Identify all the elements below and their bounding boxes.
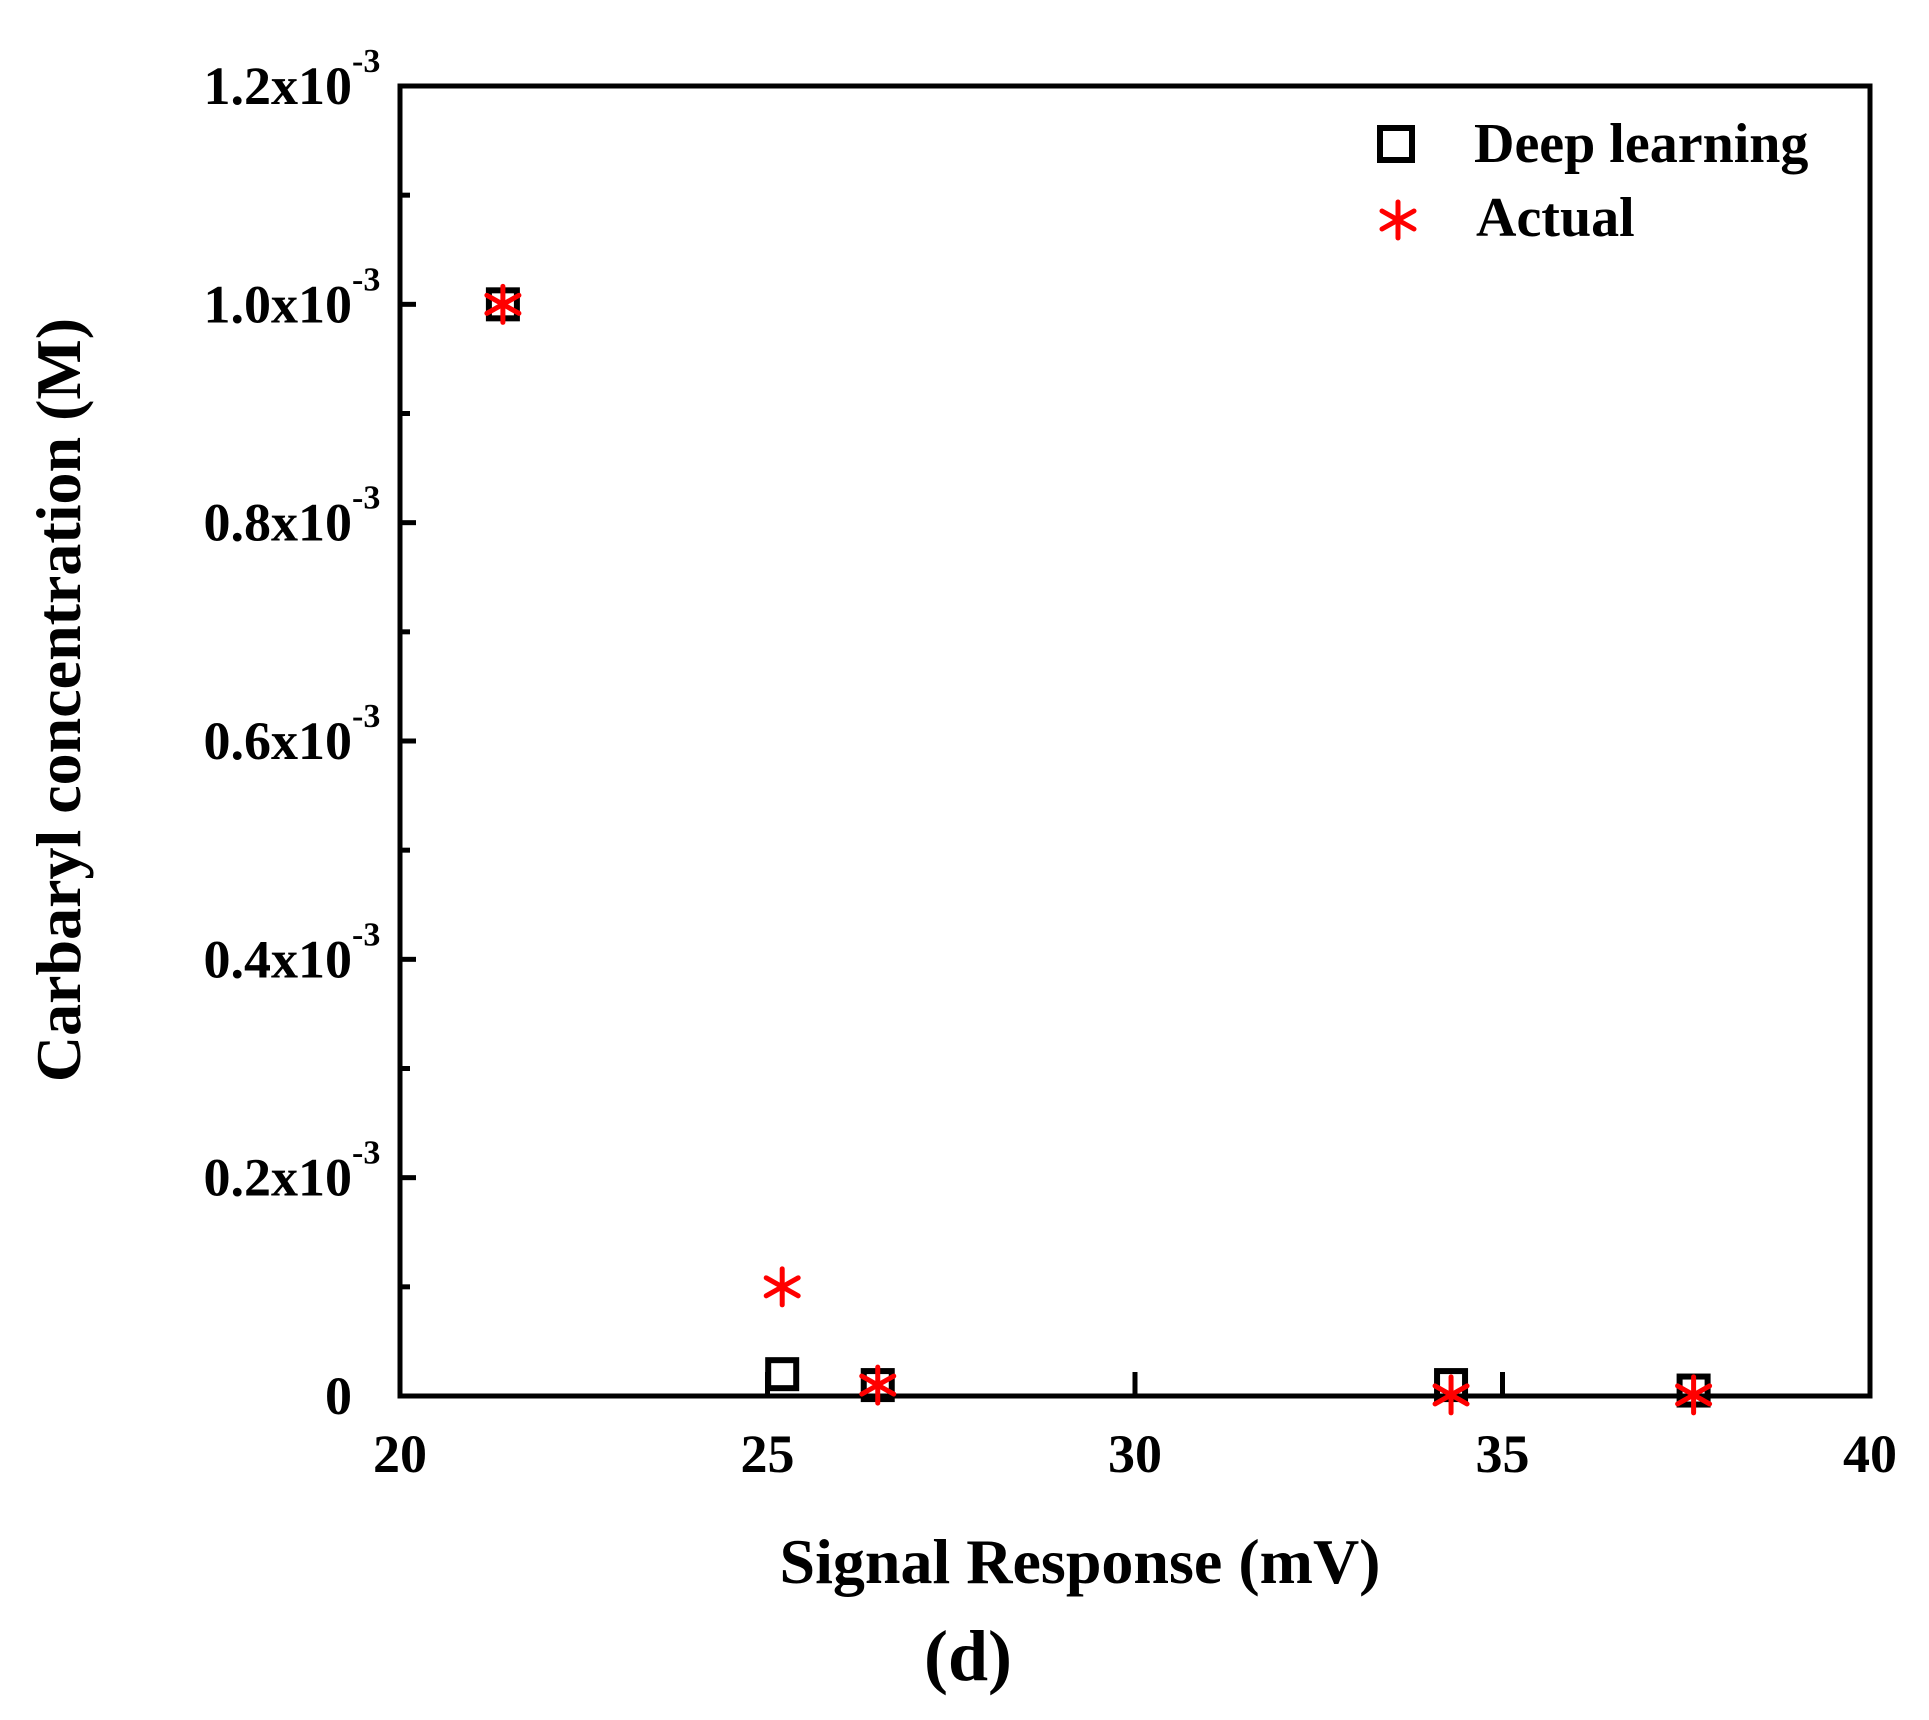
y-tick-label: 0.8x10 xyxy=(204,493,353,553)
legend-marker-actual xyxy=(1379,199,1417,241)
y-axis-title: Carbaryl concentration (M) xyxy=(23,318,94,1082)
y-tick-label: 0.2x10 xyxy=(204,1148,353,1208)
legend: Deep learning Actual xyxy=(1377,113,1808,249)
x-axis-title: Signal Response (mV) xyxy=(780,1526,1381,1597)
legend-label-actual: Actual xyxy=(1476,187,1635,249)
legend-label-deep-learning: Deep learning xyxy=(1474,113,1808,175)
y-tick-label: 0 xyxy=(325,1366,352,1426)
x-tick-label: 35 xyxy=(1476,1424,1530,1484)
legend-marker-deep-learning xyxy=(1377,125,1415,163)
x-tick-label: 25 xyxy=(741,1424,795,1484)
y-tick-exponent: -3 xyxy=(352,43,380,80)
y-tick-exponent: -3 xyxy=(352,480,380,517)
y-axis-ticks: 00.2x10 -30.4x10 -30.6x10 -30.8x10 -31.0x10-… xyxy=(204,43,416,1426)
actual-point xyxy=(484,283,522,325)
x-tick-label: 20 xyxy=(373,1424,427,1484)
y-tick-exponent: -3 xyxy=(352,916,380,953)
actual-point xyxy=(763,1266,801,1308)
y-tick-exponent: -3 xyxy=(352,698,380,735)
figure-caption: (d) xyxy=(924,1616,1012,1696)
y-tick-label: 0.6x10 xyxy=(204,711,353,771)
x-tick-label: 30 xyxy=(1108,1424,1162,1484)
plot-frame xyxy=(397,83,1873,1399)
actual-point xyxy=(859,1364,897,1406)
x-axis-ticks: 20 25 30 35 40 xyxy=(373,1372,1897,1484)
y-tick-label: 1.0x10 xyxy=(204,274,353,334)
y-tick-label: 0.4x10 xyxy=(204,929,353,989)
actual-point xyxy=(1432,1374,1470,1416)
deep-learning-point xyxy=(765,1357,800,1392)
data-points xyxy=(484,283,1713,1416)
y-tick-exponent: -3 xyxy=(352,1135,380,1172)
actual-point xyxy=(1675,1374,1713,1416)
y-tick-exponent: -3 xyxy=(352,261,380,298)
x-tick-label: 40 xyxy=(1843,1424,1897,1484)
y-tick-label: 1.2x10 xyxy=(204,56,353,116)
